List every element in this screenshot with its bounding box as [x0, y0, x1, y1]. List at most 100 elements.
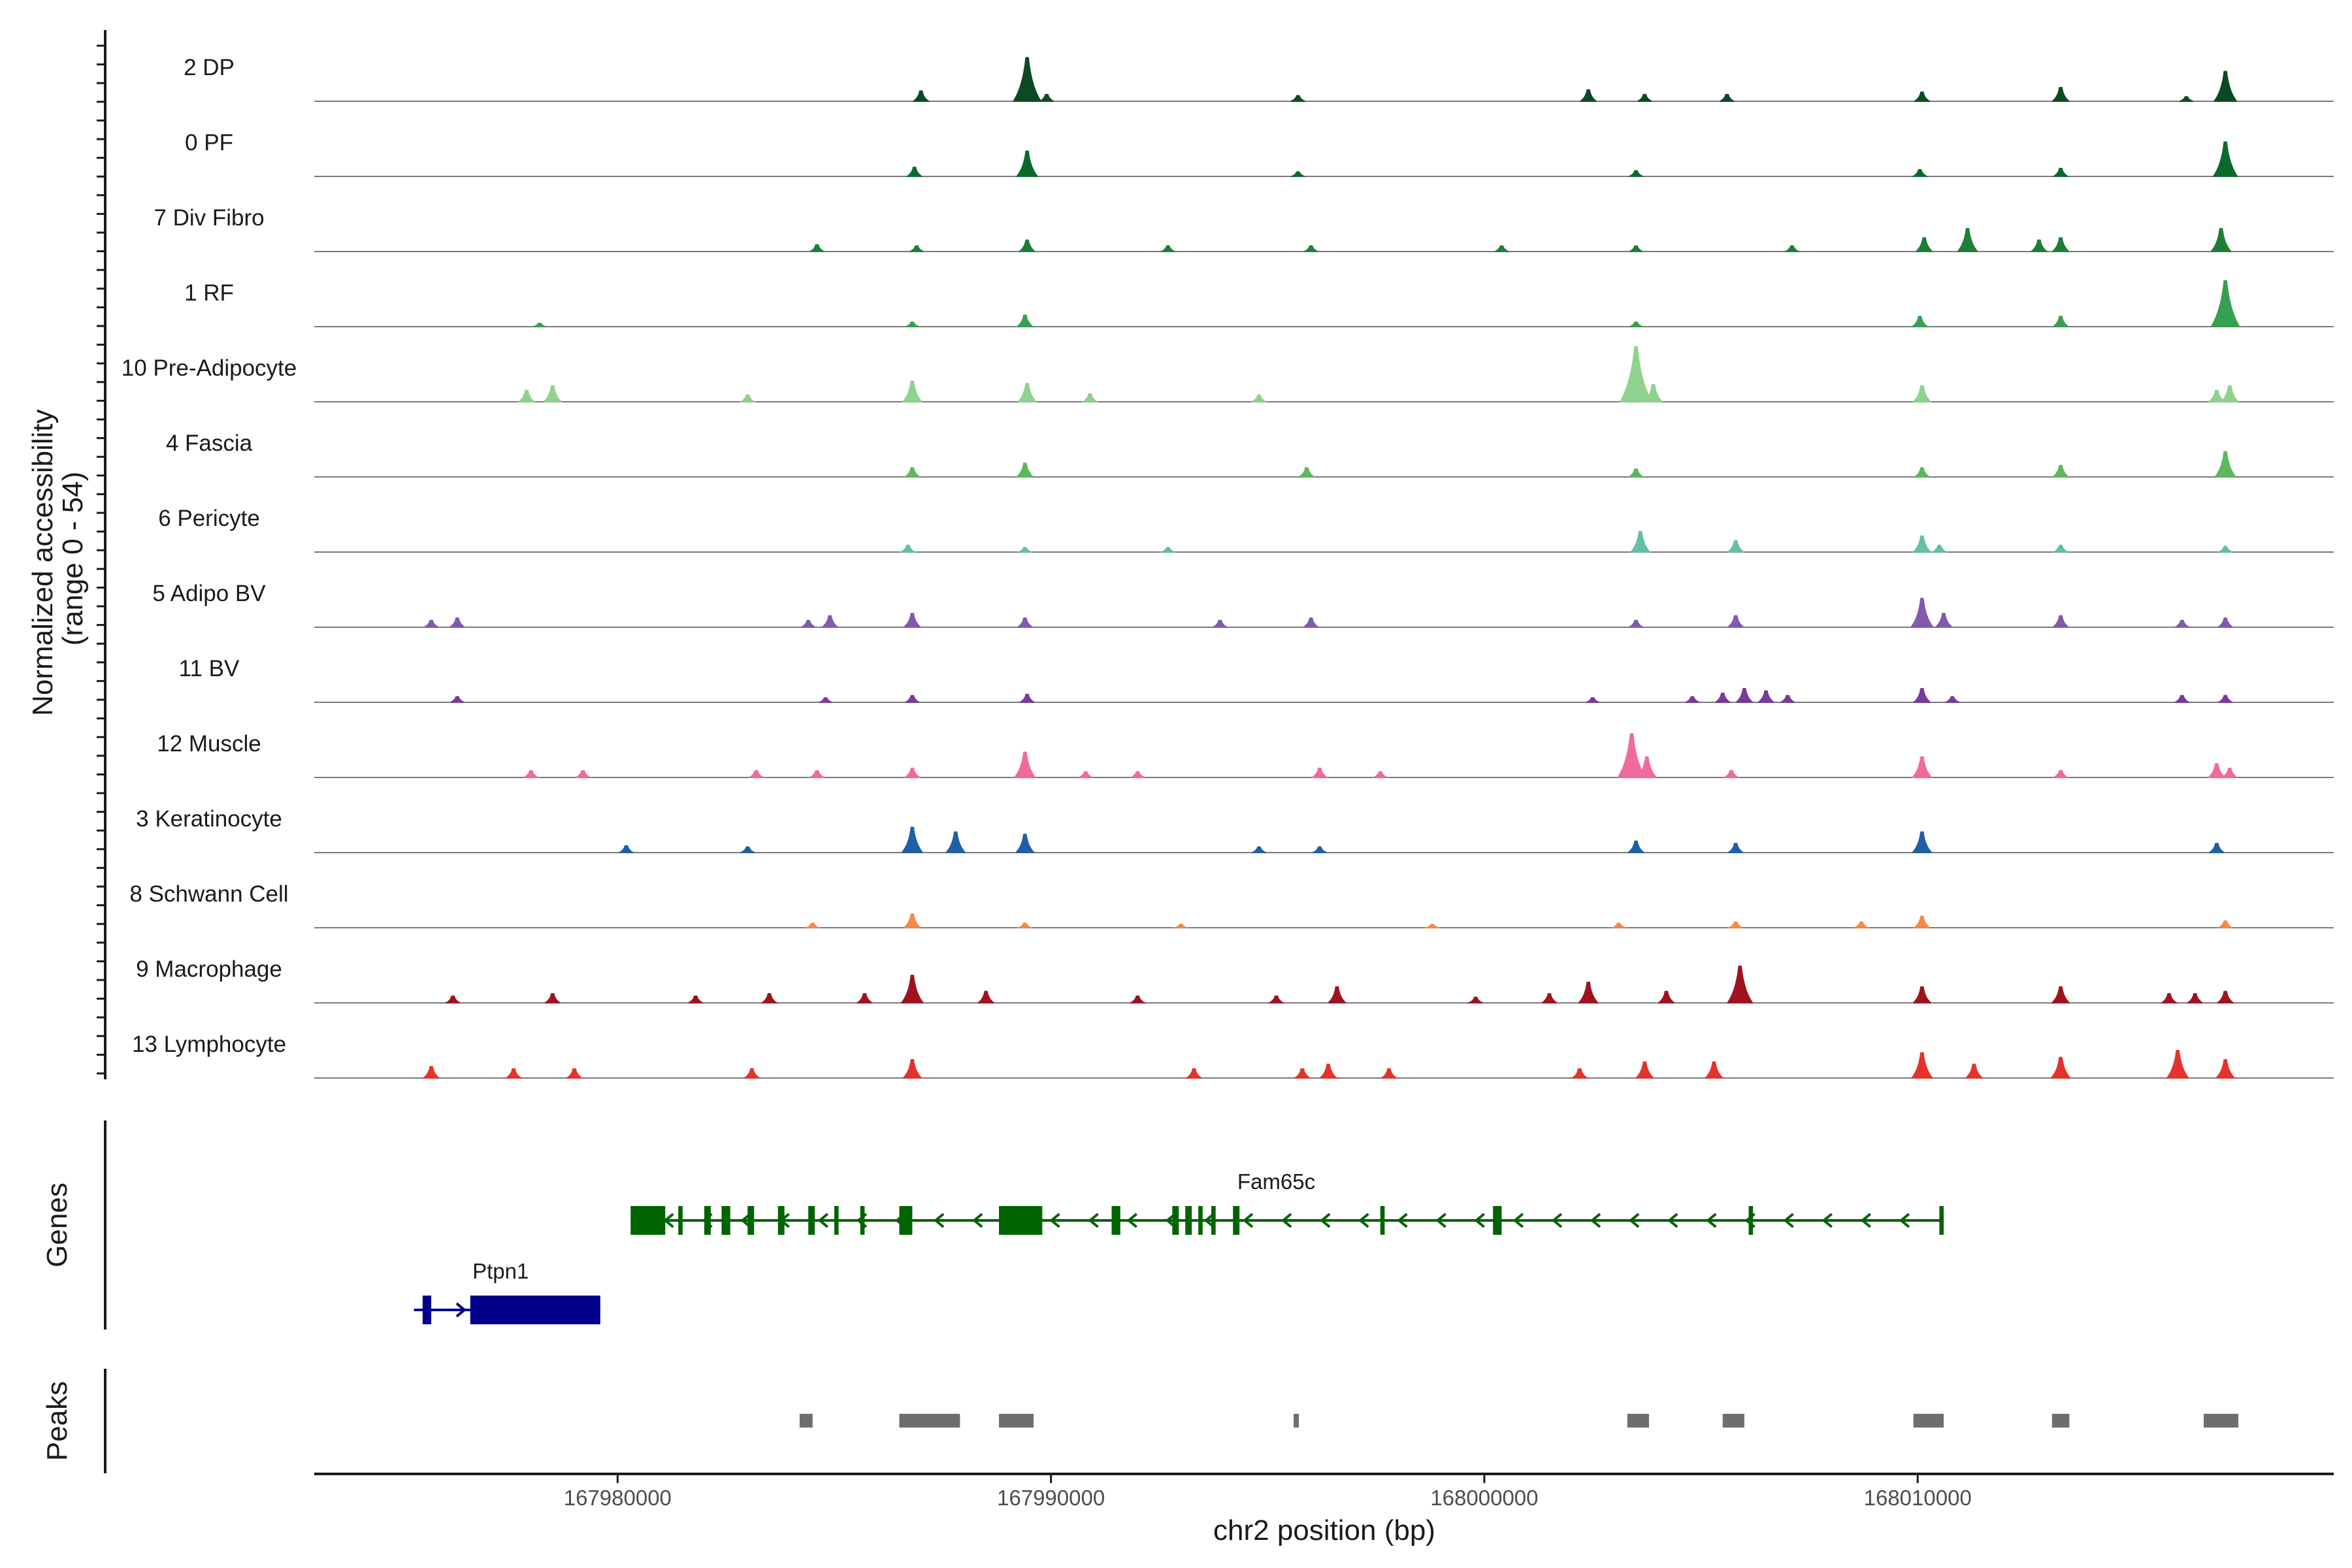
track-peak-3-keratinocyte-2: [901, 826, 924, 853]
track-peak-7-div-fibro-12: [2210, 228, 2232, 252]
track-peak-7-div-fibro-5: [1494, 245, 1509, 252]
track-peak-1-rf-1: [905, 321, 920, 327]
track-peak-8-schwann-cell-6: [1728, 921, 1743, 928]
track-peak-5-adipo-bv-9: [1727, 615, 1744, 628]
track-peak-12-muscle-11: [1637, 756, 1658, 778]
y-axis-title-line1: Normalized accessibility: [27, 409, 59, 715]
track-peak-12-muscle-8: [1311, 768, 1328, 778]
track-peak-4-fascia-6: [2214, 451, 2236, 478]
gene-exon-fam65c-7: [834, 1206, 839, 1235]
track-peak-9-macrophage-4: [857, 993, 873, 1004]
track-peak-0-pf-5: [2053, 167, 2069, 177]
track-peak-6-pericyte-5: [1912, 535, 1932, 553]
track-peak-8-schwann-cell-1: [903, 913, 921, 928]
track-peak-5-adipo-bv-4: [903, 613, 921, 628]
track-peak-0-pf-6: [2212, 141, 2238, 177]
track-peak-0-pf-0: [906, 167, 923, 177]
track-peak-9-macrophage-6: [977, 990, 995, 1004]
track-peak-2-dp-4: [1580, 89, 1597, 102]
gene-strand-arrow-fam65c-12: [1088, 1213, 1099, 1228]
track-peak-3-keratinocyte-5: [1251, 846, 1267, 853]
track-peak-12-muscle-6: [1078, 771, 1094, 778]
gene-exon-fam65c-16: [1233, 1206, 1240, 1235]
gene-exon-fam65c-14: [1198, 1206, 1203, 1235]
track-peak-12-muscle-15: [2208, 763, 2226, 778]
track-peak-11-bv-4: [1585, 697, 1600, 703]
track-peak-10-pre-adipocyte-6: [1251, 394, 1267, 402]
track-peak-13-lymphocyte-9: [1571, 1068, 1588, 1079]
track-peak-5-adipo-bv-0: [423, 619, 439, 628]
gene-ptpn1: Ptpn1: [414, 1259, 600, 1324]
track-peak-2-dp-2: [1039, 93, 1054, 102]
y-axis-title-line2: (range 0 - 54): [57, 472, 89, 646]
gene-strand-arrow-fam65c-33: [1899, 1213, 1910, 1228]
gene-strand-arrow-fam65c-20: [1397, 1213, 1408, 1228]
track-peak-12-muscle-2: [748, 770, 764, 778]
track-peak-9-macrophage-0: [445, 995, 461, 1004]
track-peak-7-div-fibro-3: [1160, 245, 1176, 252]
track-peak-6-pericyte-8: [2217, 546, 2233, 553]
gene-strand-arrow-fam65c-30: [1783, 1213, 1794, 1228]
track-label-13-lymphocyte: 13 Lymphocyte: [132, 1032, 286, 1057]
gene-strand-arrow-fam65c-15: [1203, 1213, 1215, 1228]
track-peak-13-lymphocyte-8: [1380, 1068, 1397, 1079]
track-peak-10-pre-adipocyte-1: [543, 385, 563, 402]
track-peak-11-bv-13: [2217, 694, 2233, 703]
gene-exon-fam65c-11: [1111, 1206, 1120, 1235]
x-axis-ticks: 167980000 167990000 168000000 168010000: [564, 1474, 1972, 1510]
track-peak-13-lymphocyte-7: [1319, 1064, 1337, 1079]
track-label-6-pericyte: 6 Pericyte: [158, 506, 260, 531]
gene-exon-fam65c-19: [1748, 1206, 1754, 1235]
track-peak-11-bv-1: [818, 697, 833, 703]
peak-region-5: [1722, 1414, 1744, 1428]
track-label-8-schwann-cell: 8 Schwann Cell: [129, 881, 288, 907]
track-peak-2-dp-7: [1914, 91, 1931, 102]
track-peak-9-macrophage-9: [1328, 986, 1347, 1004]
track-peak-8-schwann-cell-9: [2217, 920, 2233, 928]
gene-strand-arrow-fam65c-1: [663, 1213, 674, 1228]
track-peak-4-fascia-0: [904, 467, 921, 478]
track-peak-8-schwann-cell-2: [1017, 923, 1032, 928]
track-peak-13-lymphocyte-6: [1294, 1068, 1311, 1079]
track-peak-6-pericyte-6: [1931, 544, 1948, 553]
y-axis-title: Normalized accessibility (range 0 - 54): [27, 401, 89, 716]
track-label-11-bv: 11 BV: [179, 656, 240, 681]
peak-region-3: [1294, 1414, 1299, 1428]
track-peak-3-keratinocyte-9: [1912, 831, 1933, 853]
track-peak-3-keratinocyte-7: [1627, 840, 1644, 853]
track-peak-7-div-fibro-0: [809, 244, 825, 252]
track-peak-9-macrophage-2: [688, 995, 704, 1004]
gene-strand-arrow-fam65c-18: [1320, 1213, 1331, 1228]
track-peak-5-adipo-bv-1: [449, 617, 466, 628]
track-peak-8-schwann-cell-0: [805, 923, 820, 928]
gene-exon-fam65c-9: [899, 1206, 913, 1235]
gene-label-ptpn1: Ptpn1: [472, 1259, 529, 1283]
track-peak-12-muscle-3: [809, 770, 825, 778]
gene-strand-arrow-fam65c-23: [1512, 1213, 1524, 1228]
track-label-5-adipo-bv: 5 Adipo BV: [152, 581, 266, 606]
track-peak-9-macrophage-7: [1130, 995, 1145, 1004]
peak-region-0: [799, 1414, 813, 1428]
gene-exon-ptpn1-0: [422, 1296, 432, 1324]
gene-exon-fam65c-8: [860, 1206, 865, 1235]
track-peak-1-rf-5: [2052, 316, 2069, 327]
track-peak-6-pericyte-4: [1727, 540, 1744, 553]
track-peak-2-dp-6: [1719, 93, 1735, 102]
track-peak-13-lymphocyte-13: [1965, 1064, 1984, 1079]
track-peak-1-rf-0: [532, 322, 547, 327]
track-peak-12-muscle-7: [1130, 771, 1145, 778]
gene-strand-arrow-fam65c-19: [1358, 1213, 1369, 1228]
track-peak-10-pre-adipocyte-7: [1620, 346, 1653, 402]
track-peak-11-bv-2: [904, 694, 921, 703]
track-label-2-dp: 2 DP: [184, 55, 235, 80]
track-peak-7-div-fibro-1: [909, 245, 924, 252]
track-label-7-div-fibro: 7 Div Fibro: [154, 205, 264, 231]
gene-exon-fam65c-17: [1380, 1206, 1385, 1235]
track-peak-12-muscle-5: [1014, 751, 1036, 778]
gene-exon-fam65c-20: [1939, 1206, 1944, 1235]
track-peak-3-keratinocyte-4: [1015, 834, 1035, 853]
track-peak-1-rf-6: [2210, 280, 2240, 327]
track-peak-13-lymphocyte-1: [505, 1068, 522, 1079]
x-axis-title: chr2 position (bp): [1213, 1514, 1435, 1546]
